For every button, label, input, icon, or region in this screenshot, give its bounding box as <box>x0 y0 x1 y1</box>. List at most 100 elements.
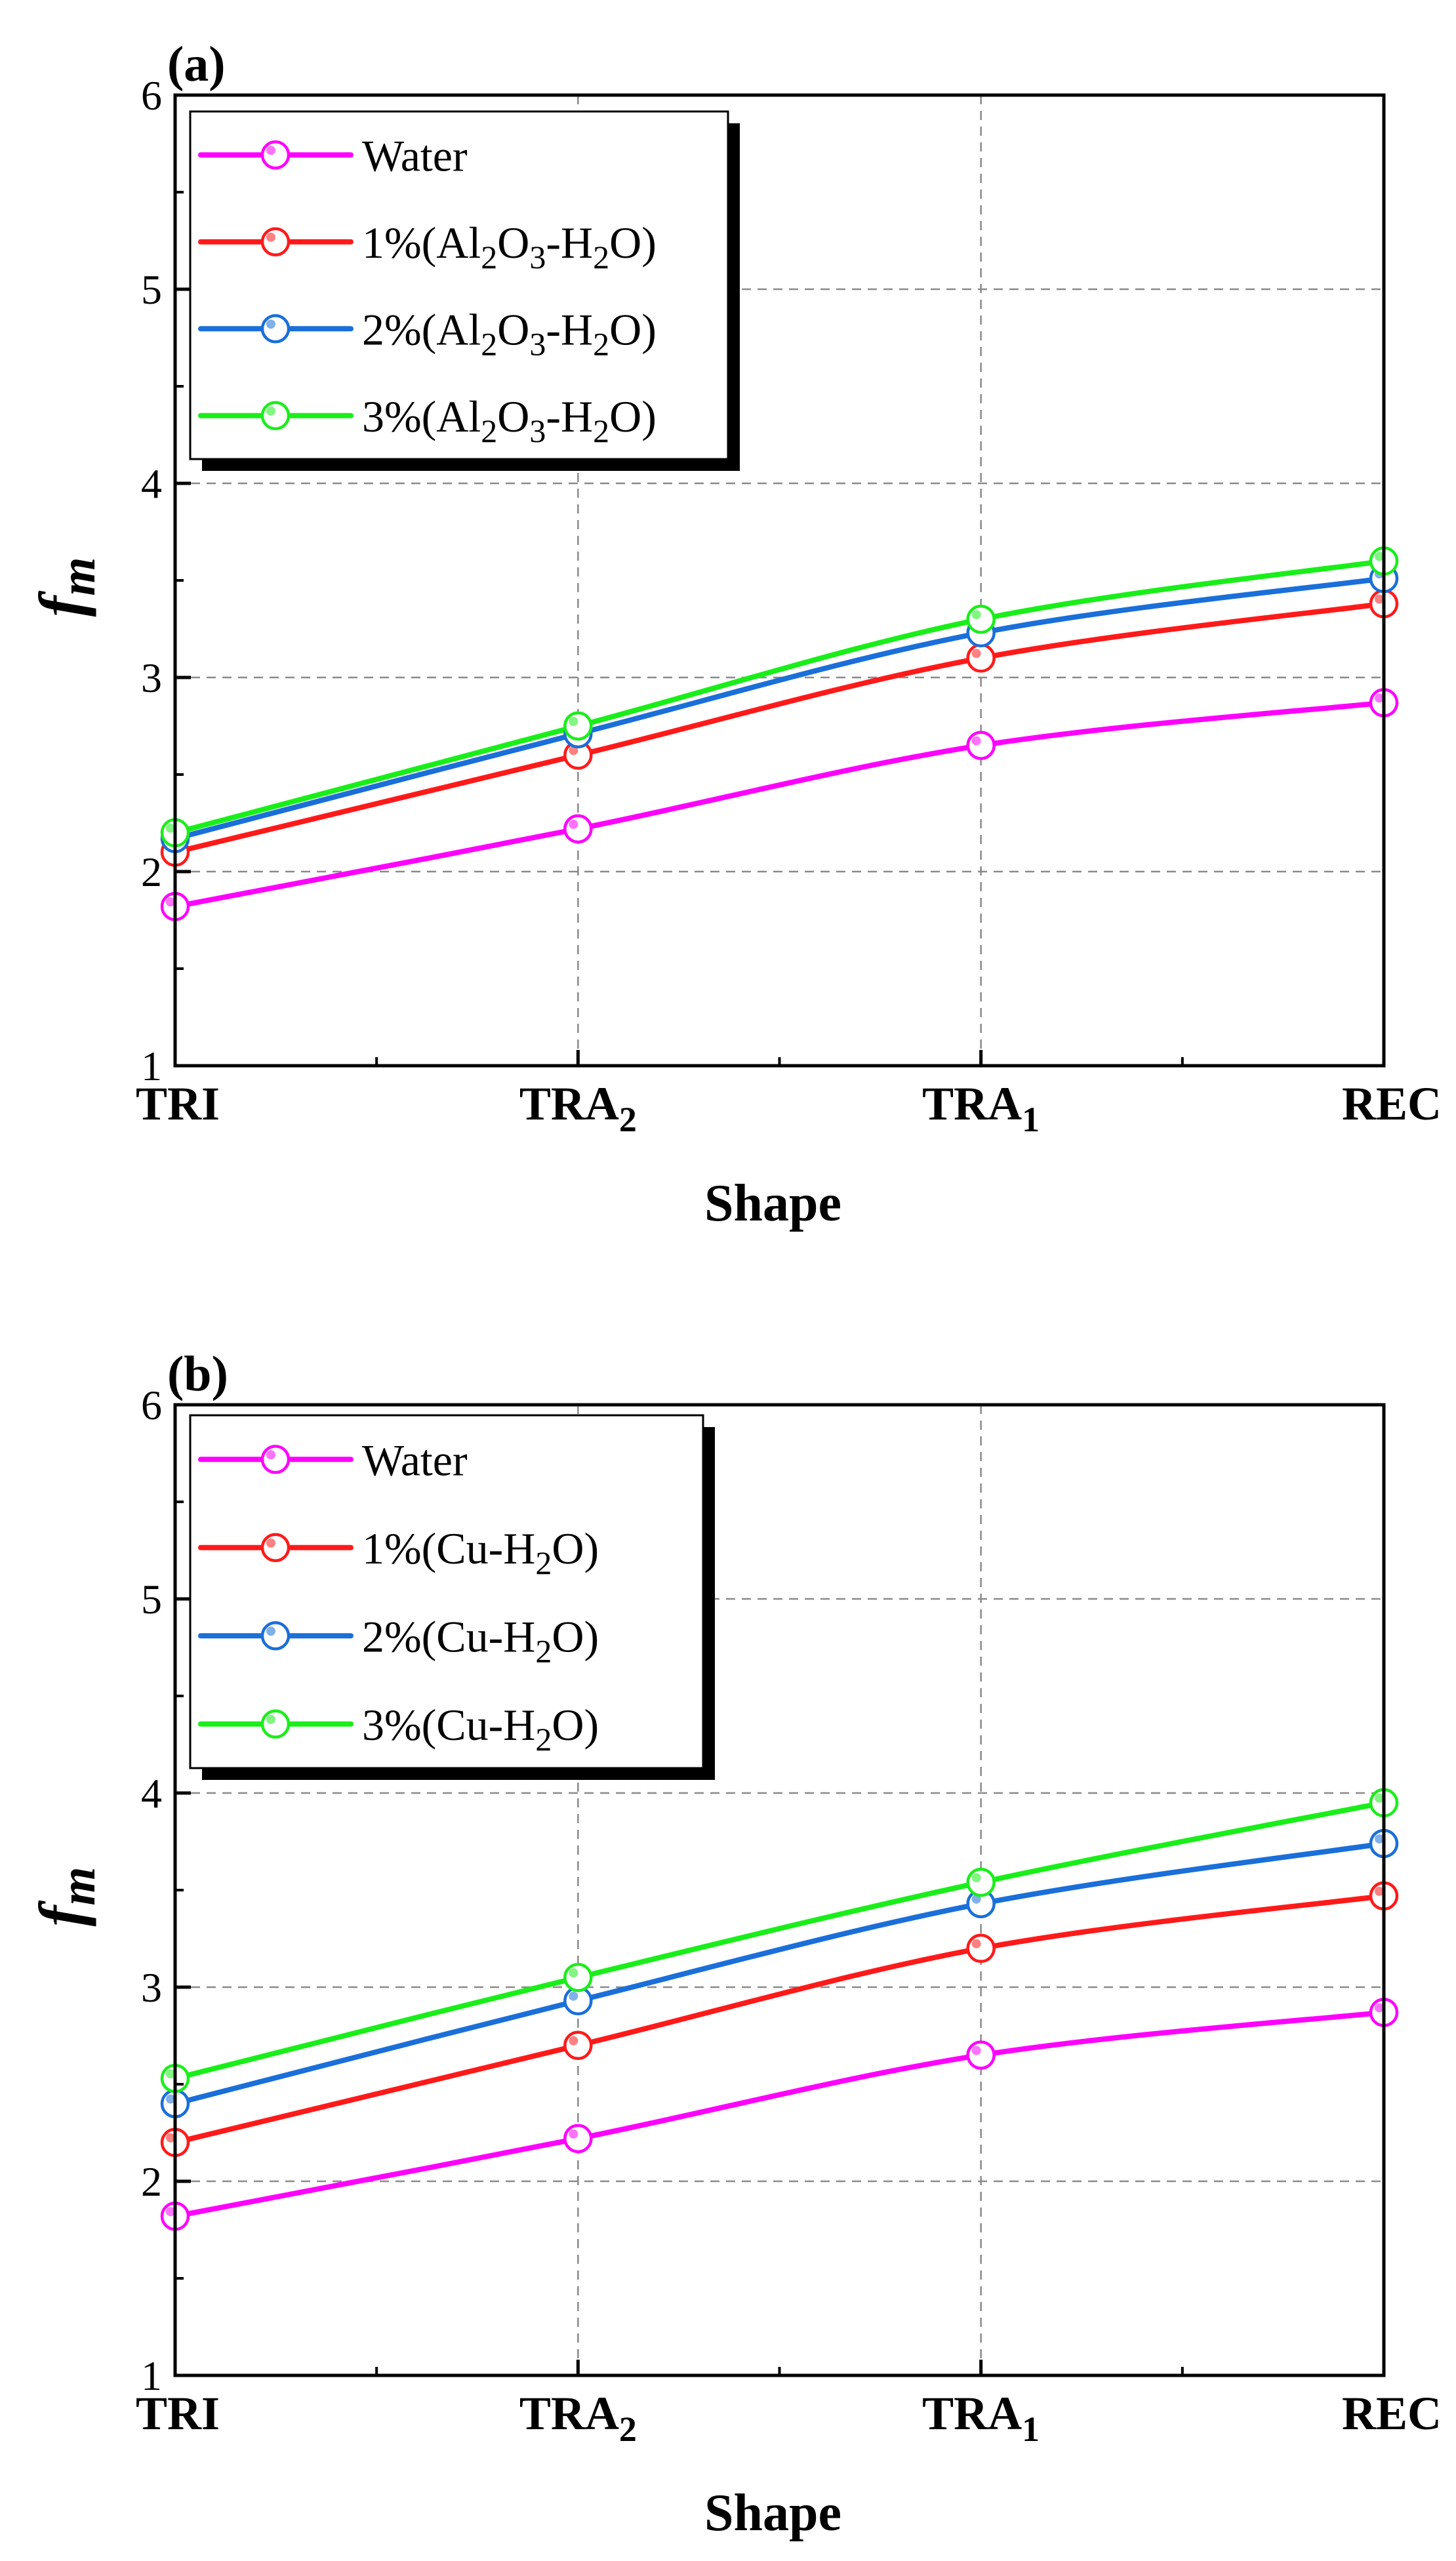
marker-ring <box>563 2124 593 2154</box>
x-tick-label: TRA2 <box>519 1078 637 1139</box>
legend-item: Water <box>198 131 468 180</box>
y-tick-label: 4 <box>141 1770 162 1817</box>
legend-marker <box>260 140 291 170</box>
data-point <box>966 1933 996 1964</box>
legend-marker-highlight <box>266 1714 275 1724</box>
legend-label: 2%(Cu-H2O) <box>362 1611 599 1669</box>
marker-highlight <box>166 2133 175 2143</box>
marker-highlight <box>569 2036 578 2046</box>
legend-marker <box>260 1445 291 1474</box>
legend-marker <box>260 314 291 344</box>
marker-highlight <box>569 717 578 726</box>
legend-item: 1%(Cu-H2O) <box>198 1523 599 1581</box>
data-point <box>966 1867 996 1897</box>
legend-marker-highlight <box>266 1626 275 1636</box>
marker-highlight <box>971 610 981 620</box>
legend-marker <box>260 401 291 430</box>
marker-highlight <box>971 736 981 746</box>
series-line-2 <box>172 1893 1386 2145</box>
marker-ring <box>966 643 996 673</box>
x-tick-label: TRA1 <box>922 2387 1040 2449</box>
legend-marker-highlight <box>266 232 275 242</box>
y-tick-label: 2 <box>141 2158 162 2205</box>
marker-highlight <box>569 2129 578 2139</box>
y-tick-label: 4 <box>141 460 162 507</box>
marker-ring <box>563 711 593 741</box>
data-point <box>563 1962 593 1992</box>
y-tick-label: 3 <box>141 1964 162 2011</box>
marker-highlight <box>1375 594 1384 604</box>
series-line-4 <box>172 1800 1386 2082</box>
data-point <box>966 2040 996 2070</box>
chart-panel-a: 1 2 3 4 5 6 TRI TRA2 TRA1 REC Shape fm (a) Water 1%(Al… <box>26 37 1442 1232</box>
legend-marker-highlight <box>266 146 275 155</box>
marker-highlight <box>1375 1886 1384 1896</box>
legend-item: 2%(Cu-H2O) <box>198 1611 599 1669</box>
series-line-4 <box>172 558 1386 836</box>
x-axis-title: Shape <box>704 2484 841 2542</box>
marker-highlight <box>971 1894 981 1904</box>
legend-marker <box>260 1621 291 1651</box>
legend-item: 3%(Al2O3-H2O) <box>198 392 657 449</box>
x-tick-label: REC <box>1342 2387 1442 2440</box>
legend-marker-highlight <box>266 319 275 329</box>
marker-highlight <box>1375 693 1384 703</box>
marker-highlight <box>971 1939 981 1948</box>
marker-ring <box>563 1962 593 1992</box>
series-line-3 <box>172 1841 1386 2107</box>
x-tick-label: REC <box>1342 1078 1442 1130</box>
legend-label: 1%(Al2O3-H2O) <box>362 218 657 275</box>
marker-highlight <box>166 2207 175 2217</box>
y-tick-label: 6 <box>141 72 162 119</box>
marker-ring <box>966 1933 996 1964</box>
marker-highlight <box>166 2069 175 2079</box>
marker-ring <box>966 731 996 760</box>
legend-label: 3%(Cu-H2O) <box>362 1700 599 1758</box>
chart-panel-b: 1 2 3 4 5 6 TRI TRA2 TRA1 REC Shape fm (b) Water 1%(Cu… <box>26 1346 1442 2542</box>
marker-highlight <box>1375 1834 1384 1844</box>
y-tick-label: 5 <box>141 266 162 313</box>
legend-box <box>189 110 729 460</box>
legend-label: Water <box>362 131 468 180</box>
legend-box <box>189 1414 704 1769</box>
marker-ring <box>966 604 996 634</box>
legend-label: 2%(Al2O3-H2O) <box>362 304 657 362</box>
legend: Water 1%(Al2O3-H2O) 2%(Al2O3-H2O) 3%(Al2O3-… <box>189 110 740 471</box>
marker-highlight <box>971 2046 981 2055</box>
data-point <box>563 2030 593 2061</box>
marker-ring <box>966 1867 996 1897</box>
y-tick-label: 6 <box>141 1382 162 1428</box>
marker-highlight <box>166 2094 175 2104</box>
data-point <box>966 604 996 634</box>
data-point <box>563 711 593 741</box>
legend-marker <box>260 1709 291 1739</box>
legend-marker <box>260 227 291 256</box>
legend-label: 3%(Al2O3-H2O) <box>362 392 657 449</box>
legend-marker-highlight <box>266 1450 275 1460</box>
marker-ring <box>563 814 593 844</box>
legend-marker-highlight <box>266 1538 275 1548</box>
marker-highlight <box>971 1873 981 1883</box>
y-tick-label: 3 <box>141 655 162 701</box>
legend-marker-highlight <box>266 406 275 416</box>
marker-highlight <box>569 819 578 829</box>
legend-marker <box>260 1533 291 1562</box>
y-tick-label: 2 <box>141 849 162 895</box>
marker-highlight <box>1375 552 1384 561</box>
marker-highlight <box>166 823 175 833</box>
panel-label: (a) <box>167 37 226 92</box>
legend: Water 1%(Cu-H2O) 2%(Cu-H2O) 3%(Cu-H2O) <box>189 1414 715 1780</box>
marker-ring <box>563 2030 593 2061</box>
legend-label: Water <box>362 1435 468 1485</box>
x-tick-label: TRA1 <box>922 1078 1040 1139</box>
legend-item: 3%(Cu-H2O) <box>198 1700 599 1758</box>
marker-highlight <box>971 649 981 658</box>
x-tick-label: TRI <box>136 2387 220 2440</box>
series-line-1 <box>172 700 1386 910</box>
legend-item: Water <box>198 1435 468 1485</box>
marker-ring <box>966 2040 996 2070</box>
legend-item: 1%(Al2O3-H2O) <box>198 218 657 275</box>
y-tick-label: 5 <box>141 1576 162 1623</box>
data-point <box>563 2124 593 2154</box>
